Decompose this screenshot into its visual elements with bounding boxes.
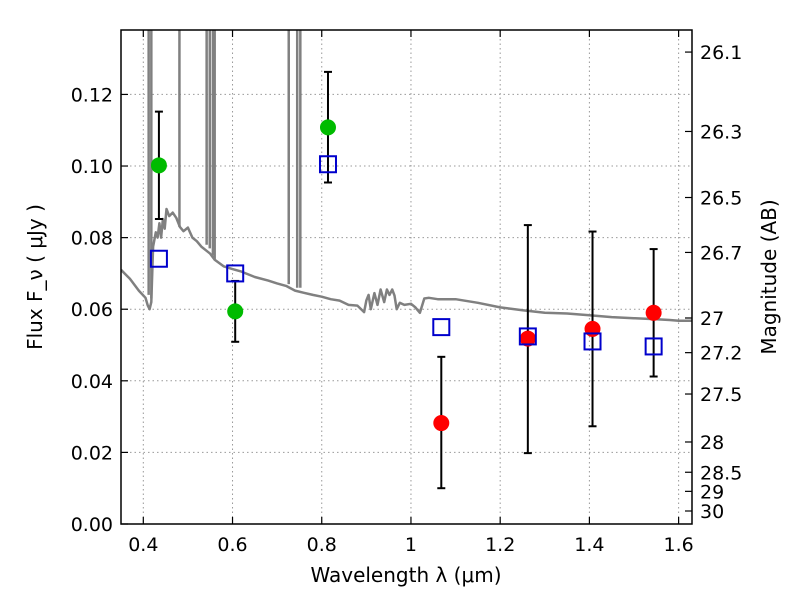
x-tick-label: 1.2 (485, 534, 515, 556)
sed-template (121, 30, 692, 322)
right-tick-label: 26.7 (700, 242, 742, 264)
y-tick-label: 0.08 (71, 228, 113, 250)
y-tick-label: 0.12 (71, 84, 113, 106)
tick-labels: 0.4 0.6 0.8 1 1.2 1.4 1.6 0.00 0.02 0.04 0.06 0.08 0… (71, 42, 743, 556)
x-tick-label: 0.4 (128, 534, 158, 556)
right-tick-label: 27.2 (700, 343, 742, 365)
x-tick-label: 0.6 (217, 534, 247, 556)
model-flux-square (644, 337, 663, 356)
x-tick-label: 1 (405, 534, 417, 556)
flux-point (645, 304, 662, 321)
model-flux-square (518, 327, 537, 346)
plot-frame (120, 29, 693, 525)
flux-point (227, 303, 244, 320)
y-axis-title: Flux F_ν ( μJy ) (23, 204, 47, 350)
x-axis-title: Wavelength λ (μm) (310, 563, 501, 587)
y-tick-label: 0.02 (71, 442, 113, 464)
flux-point (150, 157, 167, 174)
x-tick-label: 1.4 (574, 534, 604, 556)
right-tick-label: 27.5 (700, 384, 742, 406)
data-markers (149, 119, 663, 432)
template-curve (121, 207, 692, 322)
model-flux-square (318, 155, 337, 174)
x-tick-label: 1.6 (664, 534, 694, 556)
right-axis-title: Magnitude (AB) (757, 199, 781, 354)
model-flux-square (583, 332, 602, 351)
y-tick-label: 0.00 (71, 514, 113, 536)
right-tick-label: 30 (700, 501, 724, 523)
model-flux-square (432, 318, 451, 337)
right-tick-label: 28.5 (700, 462, 742, 484)
right-tick-label: 26.3 (700, 121, 742, 143)
y-tick-label: 0.06 (71, 299, 113, 321)
ticks (121, 30, 692, 525)
flux-point (519, 330, 536, 347)
right-tick-label: 28 (700, 432, 724, 454)
flux-point (433, 415, 450, 432)
right-tick-label: 26.1 (700, 42, 742, 64)
flux-point (319, 119, 336, 136)
y-tick-label: 0.04 (71, 371, 113, 393)
right-tick-label: 27 (700, 308, 724, 330)
right-tick-label: 26.5 (700, 188, 742, 210)
model-flux-square (226, 264, 245, 283)
y-tick-label: 0.10 (71, 156, 113, 178)
flux-point (584, 320, 601, 337)
x-tick-label: 0.8 (307, 534, 337, 556)
right-tick-label: 29 (700, 481, 724, 503)
model-flux-square (149, 249, 168, 268)
